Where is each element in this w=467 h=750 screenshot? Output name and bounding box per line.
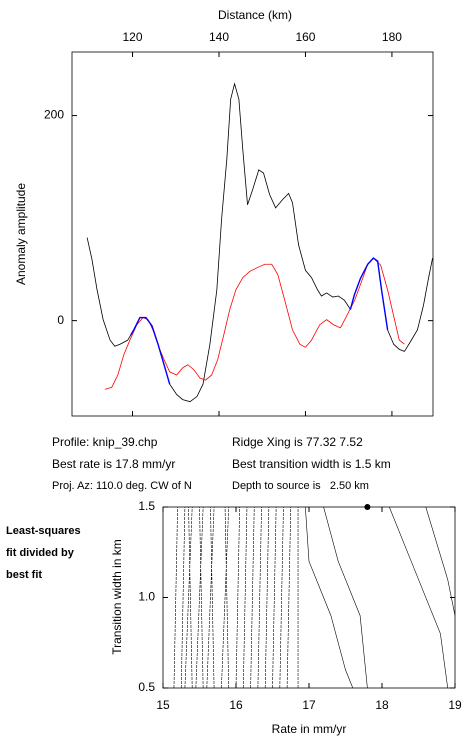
- contour-line: [199, 506, 204, 689]
- data-line: [349, 257, 389, 330]
- contour-line: [221, 506, 229, 689]
- y-tick-label: 0.5: [138, 680, 155, 694]
- plot-frame: [71, 51, 434, 417]
- x-tick-label: 19: [448, 698, 462, 712]
- info-text: Depth to source is 2.50 km: [232, 480, 369, 492]
- x-tick-label: 120: [123, 30, 143, 44]
- info-text: Profile: knip_39.chp: [52, 435, 158, 449]
- x-axis-title: Rate in mm/yr: [272, 722, 347, 736]
- contour-line: [286, 506, 292, 689]
- contour-line: [257, 506, 262, 689]
- best-fit-point: [364, 504, 371, 510]
- x-tick-label: 15: [156, 698, 170, 712]
- contour-line: [243, 506, 248, 689]
- contour-line: [188, 506, 193, 689]
- info-text: Proj. Az: 110.0 deg. CW of N: [52, 480, 192, 492]
- contour-line: [279, 506, 284, 689]
- x-tick-label: 160: [295, 30, 315, 44]
- y-axis-title: Transition width in km: [110, 539, 124, 655]
- data-line: [86, 82, 433, 403]
- contour-line: [206, 506, 215, 689]
- side-note: Least-squares: [6, 525, 81, 537]
- contour-line: [272, 506, 277, 689]
- info-text: Best rate is 17.8 mm/yr: [52, 457, 175, 471]
- contour-line: [173, 506, 178, 689]
- contour-line: [323, 506, 368, 689]
- contour-line: [425, 506, 456, 616]
- plot-frame: [162, 506, 456, 689]
- info-text: Best transition width is 1.5 km: [232, 457, 391, 471]
- contour-line: [264, 506, 270, 689]
- contour-line: [389, 506, 448, 689]
- x-tick-label: 16: [229, 698, 243, 712]
- contour-line: [180, 506, 186, 689]
- y-axis-title: Anomaly amplitude: [14, 183, 28, 285]
- side-note: best fit: [6, 569, 42, 581]
- contour-line: [224, 506, 229, 689]
- x-tick-label: 140: [209, 30, 229, 44]
- x-tick-label: 180: [382, 30, 402, 44]
- contour-line: [184, 506, 193, 689]
- y-tick-label: 200: [44, 108, 64, 122]
- info-text: Ridge Xing is 77.32 7.52: [232, 435, 363, 449]
- contour-line: [250, 506, 255, 689]
- y-tick-label: 0: [57, 313, 64, 327]
- contour-line: [210, 506, 215, 689]
- x-tick-label: 17: [302, 698, 316, 712]
- x-tick-label: 18: [375, 698, 389, 712]
- contour-line: [195, 506, 204, 689]
- contour-line: [305, 506, 354, 689]
- x-axis-title: Distance (km): [218, 8, 292, 22]
- y-tick-label: 1.0: [138, 590, 155, 604]
- contour-line: [235, 506, 240, 689]
- y-tick-label: 1.5: [138, 499, 155, 513]
- side-note: fit divided by: [6, 547, 75, 559]
- data-line: [130, 316, 171, 385]
